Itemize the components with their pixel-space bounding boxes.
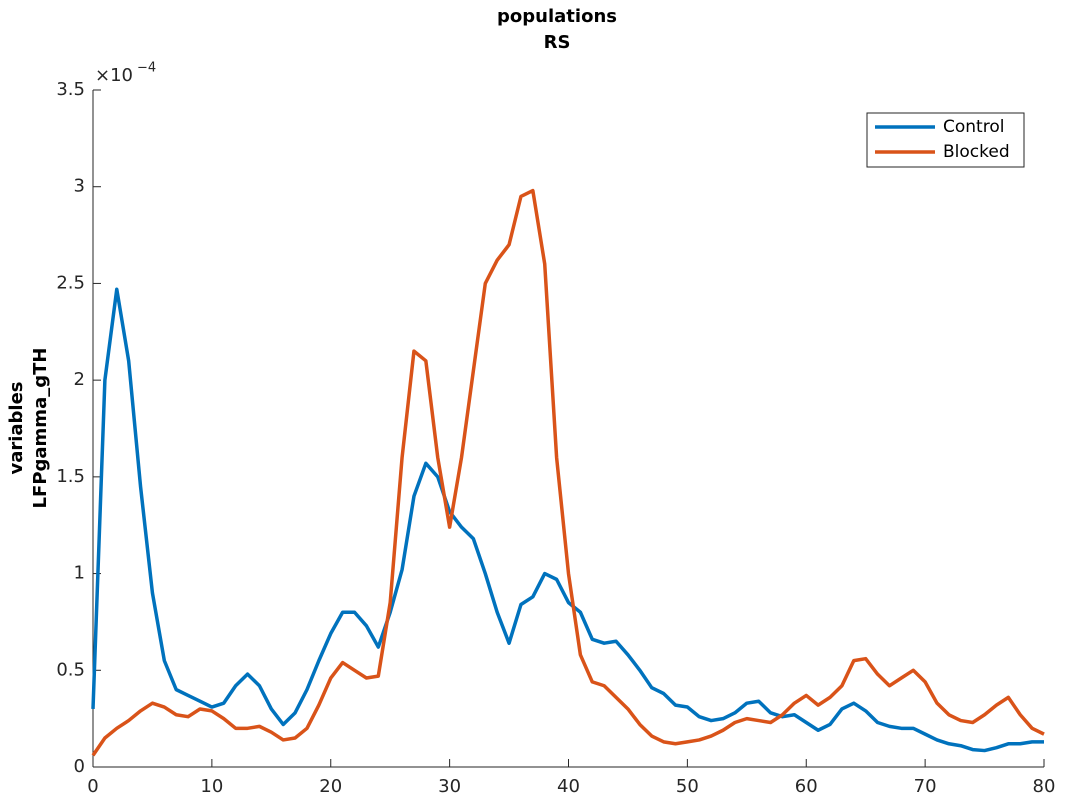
x-tick-label: 30: [438, 776, 461, 797]
y-tick-label: 0.5: [56, 659, 85, 680]
chart-title: populations: [497, 6, 617, 27]
y-multiplier: ×10: [95, 65, 133, 86]
x-tick-label: 0: [87, 776, 98, 797]
y-axis-label: variables: [6, 381, 27, 474]
x-tick-label: 70: [914, 776, 937, 797]
y-axis-label: LFPgamma_gTH: [30, 348, 51, 509]
y-tick-label: 3.5: [56, 79, 85, 100]
x-tick-label: 40: [557, 776, 580, 797]
y-tick-label: 2.5: [56, 272, 85, 293]
x-tick-label: 10: [200, 776, 223, 797]
x-tick-label: 60: [795, 776, 818, 797]
y-tick-label: 0: [74, 756, 85, 777]
y-multiplier-exponent: −4: [137, 61, 156, 76]
y-tick-label: 1.5: [56, 466, 85, 487]
line: [91, 188, 1045, 757]
legend-label: Control: [943, 117, 1004, 137]
legend-label: Blocked: [943, 142, 1010, 162]
y-tick-label: 3: [74, 176, 85, 197]
x-tick-label: 80: [1033, 776, 1056, 797]
legend-box: [866, 112, 1025, 168]
y-tick-label: 1: [74, 563, 85, 584]
x-tick-label: 50: [676, 776, 699, 797]
y-tick-label: 2: [74, 369, 85, 390]
line: [91, 287, 1044, 753]
chart-subtitle: RS: [544, 32, 571, 53]
x-tick-label: 20: [319, 776, 342, 797]
